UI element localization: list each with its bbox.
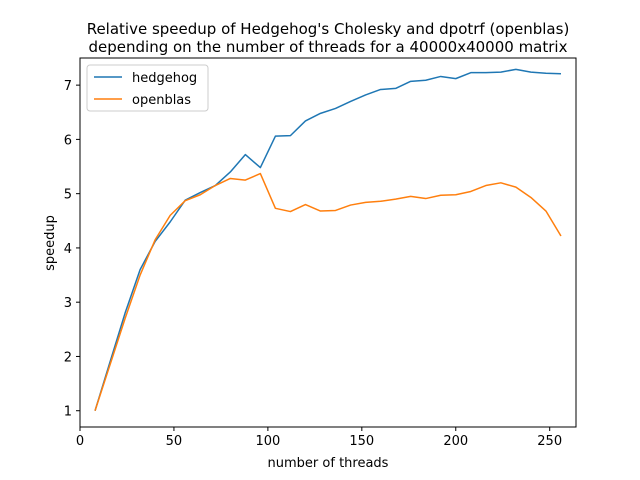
chart-subtitle: depending on the number of threads for a… [89,38,568,56]
series-line-openblas [94,172,562,411]
y-tick-label: 3 [64,296,72,311]
y-tick-label: 2 [64,350,72,365]
legend: hedgehog openblas [86,64,209,112]
x-tick-label: 100 [255,434,280,449]
y-axis-ticks: 1 2 3 4 5 6 7 [64,79,80,420]
x-axis-label: number of threads [268,456,389,471]
chart-title: Relative speedup of Hedgehog's Cholesky … [87,20,570,38]
legend-label-openblas: openblas [132,93,191,108]
x-tick-label: 50 [166,434,183,449]
x-tick-label: 250 [537,434,562,449]
x-axis-ticks: 0 50 100 150 200 250 [76,427,562,449]
series-line-hedgehog [94,68,561,411]
x-tick-label: 0 [76,434,84,449]
plot-area-frame [79,57,577,428]
series-lines [94,68,562,411]
y-tick-label: 6 [64,133,72,148]
y-tick-label: 7 [64,79,72,94]
y-tick-label: 5 [64,188,72,203]
x-tick-label: 150 [349,434,374,449]
y-tick-label: 1 [64,405,72,420]
y-axis-label: speedup [43,215,58,271]
legend-label-hedgehog: hedgehog [132,71,197,86]
x-tick-label: 200 [443,434,468,449]
y-tick-label: 4 [64,242,72,257]
